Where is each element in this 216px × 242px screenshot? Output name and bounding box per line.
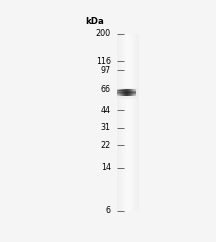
Bar (137, 34, 138, 211)
Bar (123, 34, 124, 211)
Bar (134, 90, 135, 96)
Bar (125, 90, 126, 96)
Bar (122, 34, 123, 211)
Bar (135, 90, 136, 96)
Text: kDa: kDa (85, 17, 104, 26)
Bar (138, 34, 139, 211)
Bar (127, 34, 128, 211)
Bar (126, 90, 127, 96)
Bar (132, 34, 133, 211)
Bar (128, 90, 129, 96)
Bar (125, 34, 126, 211)
Bar (135, 34, 136, 211)
Text: 66: 66 (101, 85, 111, 94)
Bar (120, 34, 121, 211)
Bar (117, 93, 136, 94)
Bar (117, 94, 136, 95)
Text: 31: 31 (101, 123, 111, 132)
Bar (130, 34, 131, 211)
Bar (133, 90, 134, 96)
Bar (121, 90, 122, 96)
Bar (122, 90, 123, 96)
Bar (130, 90, 131, 96)
Bar (117, 90, 118, 96)
Bar (117, 95, 136, 96)
Bar (118, 90, 119, 96)
Text: 44: 44 (101, 106, 111, 115)
Bar (136, 34, 137, 211)
Bar (117, 90, 136, 91)
Bar (124, 34, 125, 211)
Text: 6: 6 (106, 206, 111, 215)
Bar (128, 34, 129, 211)
Bar (117, 34, 118, 211)
Text: 116: 116 (96, 57, 111, 66)
Bar (124, 90, 125, 96)
Bar (123, 90, 124, 96)
Text: 97: 97 (100, 66, 111, 75)
Bar (120, 90, 121, 96)
Bar (133, 34, 134, 211)
Bar (127, 90, 128, 96)
Text: 14: 14 (101, 163, 111, 173)
Bar (117, 34, 139, 211)
Bar (129, 34, 130, 211)
Bar (117, 91, 136, 92)
Text: 200: 200 (95, 29, 111, 38)
Bar (117, 92, 136, 93)
Bar (131, 90, 132, 96)
Bar (131, 34, 132, 211)
Bar (121, 34, 122, 211)
Bar (119, 90, 120, 96)
Bar (119, 34, 120, 211)
Bar (129, 90, 130, 96)
Bar (132, 90, 133, 96)
Text: 22: 22 (100, 141, 111, 150)
Bar (126, 34, 127, 211)
Bar (118, 34, 119, 211)
Bar (134, 34, 135, 211)
